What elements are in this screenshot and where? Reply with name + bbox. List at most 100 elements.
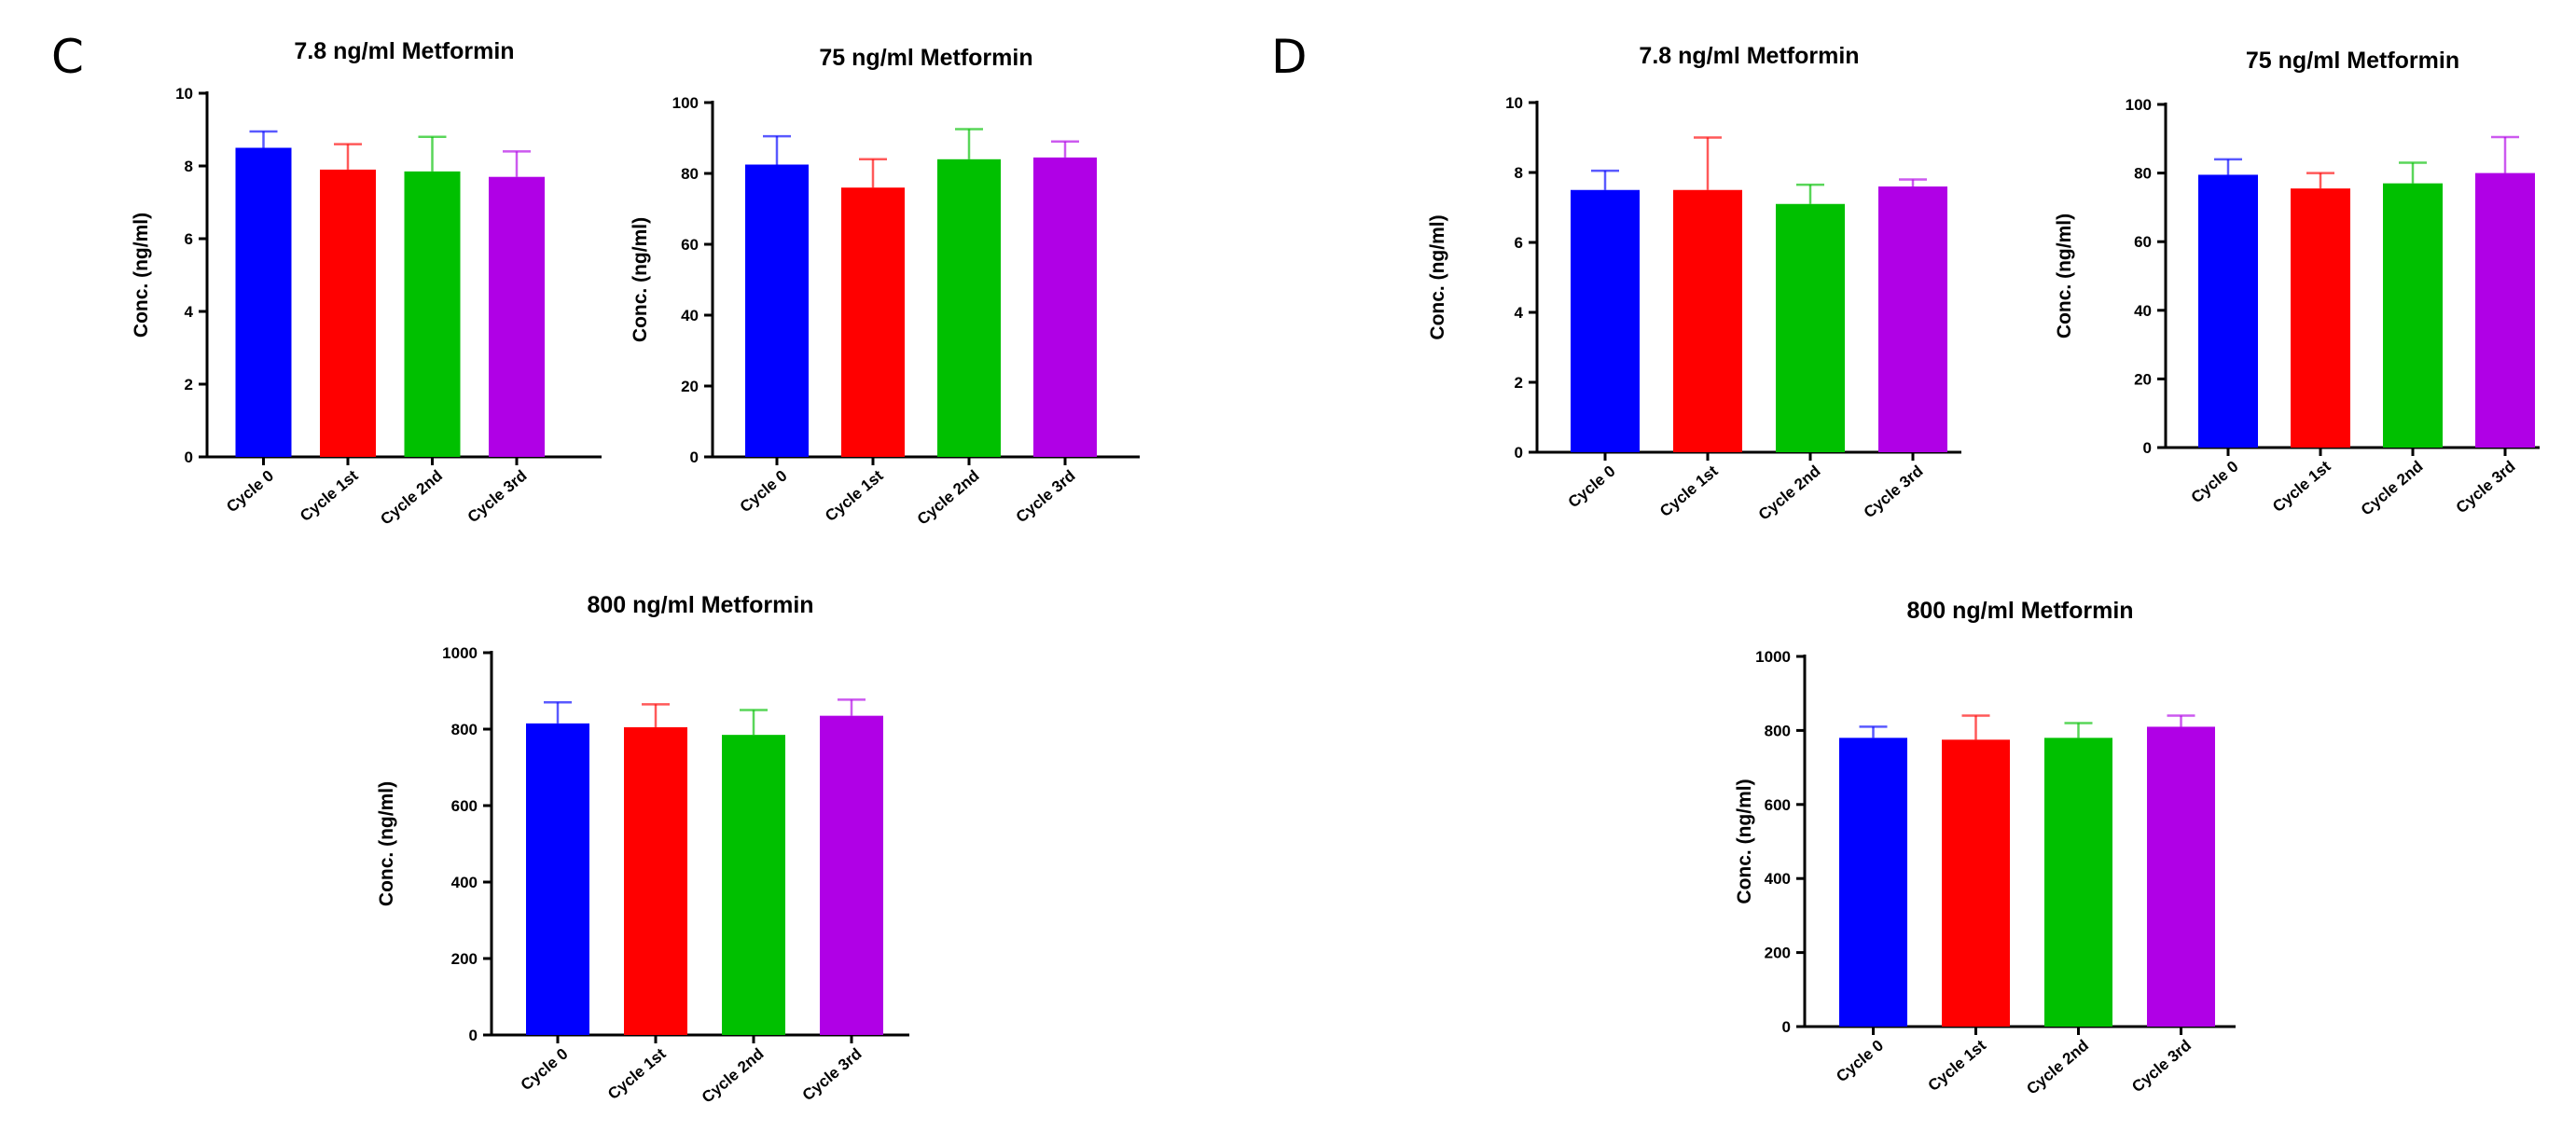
- y-tick-label: 400: [451, 874, 478, 891]
- bar-chart-d-4: 75 ng/ml Metformin Conc. (ng/ml) 0 20 40 60 80…: [2054, 48, 2540, 519]
- bar: [235, 147, 292, 457]
- y-tick-label: 6: [1515, 234, 1523, 252]
- y-tick-label: 6: [185, 230, 193, 248]
- x-tick-label: Cycle 0: [1565, 462, 1619, 512]
- y-tick-label: 0: [1782, 1018, 1791, 1036]
- bar: [2383, 183, 2443, 448]
- x-tick-label: Cycle 2nd: [377, 467, 446, 529]
- chart-title: 7.8 ng/ml Metformin: [294, 38, 514, 64]
- y-tick-label: 800: [451, 721, 478, 738]
- bar-chart-c-2: 800 ng/ml Metformin Conc. (ng/ml) 0 200 400 6…: [376, 592, 909, 1107]
- y-tick-label: 4: [185, 303, 194, 321]
- y-tick-label: 200: [451, 950, 478, 968]
- y-tick-label: 400: [1765, 870, 1791, 888]
- x-tick-label: Cycle 3rd: [2453, 458, 2519, 517]
- y-tick-label: 4: [1515, 304, 1524, 322]
- chart-title: 7.8 ng/ml Metformin: [1639, 43, 1859, 69]
- bar: [1673, 189, 1742, 452]
- y-tick-label: 20: [2134, 370, 2152, 388]
- x-tick-label: Cycle 1st: [822, 466, 887, 525]
- bar: [2291, 188, 2350, 448]
- y-tick-label: 0: [469, 1027, 478, 1044]
- y-tick-label: 600: [1765, 796, 1791, 814]
- bar: [526, 723, 589, 1035]
- y-axis-label: Conc. (ng/ml): [131, 213, 152, 338]
- bar: [624, 726, 687, 1035]
- bar: [404, 171, 461, 457]
- y-axis-label: Conc. (ng/ml): [376, 781, 397, 906]
- x-tick-label: Cycle 3rd: [1861, 462, 1927, 522]
- bar-chart-c-0: 7.8 ng/ml Metformin Conc. (ng/ml) 0 2 4 6 8 10 C…: [131, 38, 602, 529]
- y-axis-label: Conc. (ng/ml): [1427, 214, 1448, 339]
- y-tick-label: 100: [672, 94, 699, 112]
- chart-title: 800 ng/ml Metformin: [1906, 598, 2133, 624]
- y-tick-label: 100: [2126, 96, 2152, 114]
- bar: [320, 169, 376, 457]
- y-tick-label: 60: [2134, 233, 2152, 251]
- x-tick-label: Cycle 1st: [2269, 457, 2334, 516]
- y-tick-label: 1000: [1755, 648, 1791, 666]
- bar: [1942, 739, 2010, 1027]
- x-tick-label: Cycle 1st: [1925, 1036, 1990, 1095]
- x-tick-label: Cycle 3rd: [2128, 1037, 2195, 1097]
- y-tick-label: 200: [1765, 945, 1791, 962]
- x-tick-label: Cycle 0: [1833, 1037, 1887, 1086]
- x-tick-label: Cycle 1st: [1656, 462, 1722, 520]
- chart-title: 75 ng/ml Metformin: [2246, 48, 2459, 74]
- x-tick-label: Cycle 0: [223, 467, 277, 517]
- bar-chart-d-3: 7.8 ng/ml Metformin Conc. (ng/ml) 0 2 4 6 8 10 C…: [1427, 43, 1961, 524]
- x-tick-label: Cycle 1st: [297, 466, 362, 525]
- bar: [489, 176, 545, 457]
- y-tick-label: 0: [1515, 444, 1523, 462]
- x-tick-label: Cycle 0: [2188, 458, 2242, 507]
- bar: [1839, 738, 1907, 1027]
- bar: [841, 187, 905, 457]
- x-tick-label: Cycle 2nd: [1755, 462, 1824, 524]
- bar: [2044, 738, 2112, 1027]
- y-axis-label: Conc. (ng/ml): [2054, 214, 2075, 338]
- bar: [2147, 726, 2215, 1027]
- x-tick-label: Cycle 3rd: [1013, 467, 1079, 527]
- x-tick-label: Cycle 2nd: [699, 1045, 768, 1107]
- x-tick-label: Cycle 2nd: [914, 467, 983, 529]
- y-tick-label: 20: [681, 378, 699, 395]
- bar: [1033, 157, 1097, 457]
- y-tick-label: 40: [2134, 302, 2152, 320]
- y-tick-label: 1000: [442, 644, 478, 662]
- bar: [1878, 186, 1947, 452]
- bar: [722, 735, 785, 1035]
- y-tick-label: 80: [681, 165, 699, 183]
- y-tick-label: 800: [1765, 722, 1791, 739]
- bar-chart-c-1: 75 ng/ml Metformin Conc. (ng/ml) 0 20 40 60 80…: [630, 45, 1140, 529]
- x-tick-label: Cycle 2nd: [2358, 458, 2427, 519]
- x-tick-label: Cycle 3rd: [799, 1045, 866, 1105]
- x-tick-label: Cycle 2nd: [2023, 1037, 2092, 1098]
- x-tick-label: Cycle 0: [737, 467, 791, 517]
- bar: [2475, 172, 2535, 448]
- y-tick-label: 10: [1505, 94, 1523, 112]
- y-tick-label: 60: [681, 236, 699, 254]
- y-tick-label: 8: [1515, 164, 1523, 182]
- y-tick-label: 10: [175, 85, 193, 103]
- y-tick-label: 8: [185, 158, 193, 175]
- y-axis-label: Conc. (ng/ml): [1734, 779, 1755, 904]
- y-tick-label: 2: [185, 376, 193, 393]
- x-tick-label: Cycle 3rd: [464, 467, 531, 527]
- panel-label-c: C: [51, 30, 84, 84]
- bar: [2198, 174, 2258, 448]
- bar: [1776, 203, 1845, 452]
- bar: [937, 159, 1001, 458]
- y-tick-label: 0: [690, 448, 699, 466]
- panel-label-d: D: [1271, 30, 1308, 84]
- y-axis-label: Conc. (ng/ml): [630, 217, 651, 342]
- y-tick-label: 0: [185, 448, 193, 466]
- y-tick-label: 80: [2134, 165, 2152, 183]
- y-tick-label: 40: [681, 307, 699, 324]
- chart-title: 800 ng/ml Metformin: [587, 592, 813, 618]
- y-tick-label: 2: [1515, 374, 1523, 392]
- bar-chart-d-5: 800 ng/ml Metformin Conc. (ng/ml) 0 200 400 6…: [1734, 598, 2236, 1098]
- bar: [820, 715, 883, 1035]
- y-tick-label: 600: [451, 797, 478, 815]
- x-tick-label: Cycle 1st: [604, 1044, 670, 1103]
